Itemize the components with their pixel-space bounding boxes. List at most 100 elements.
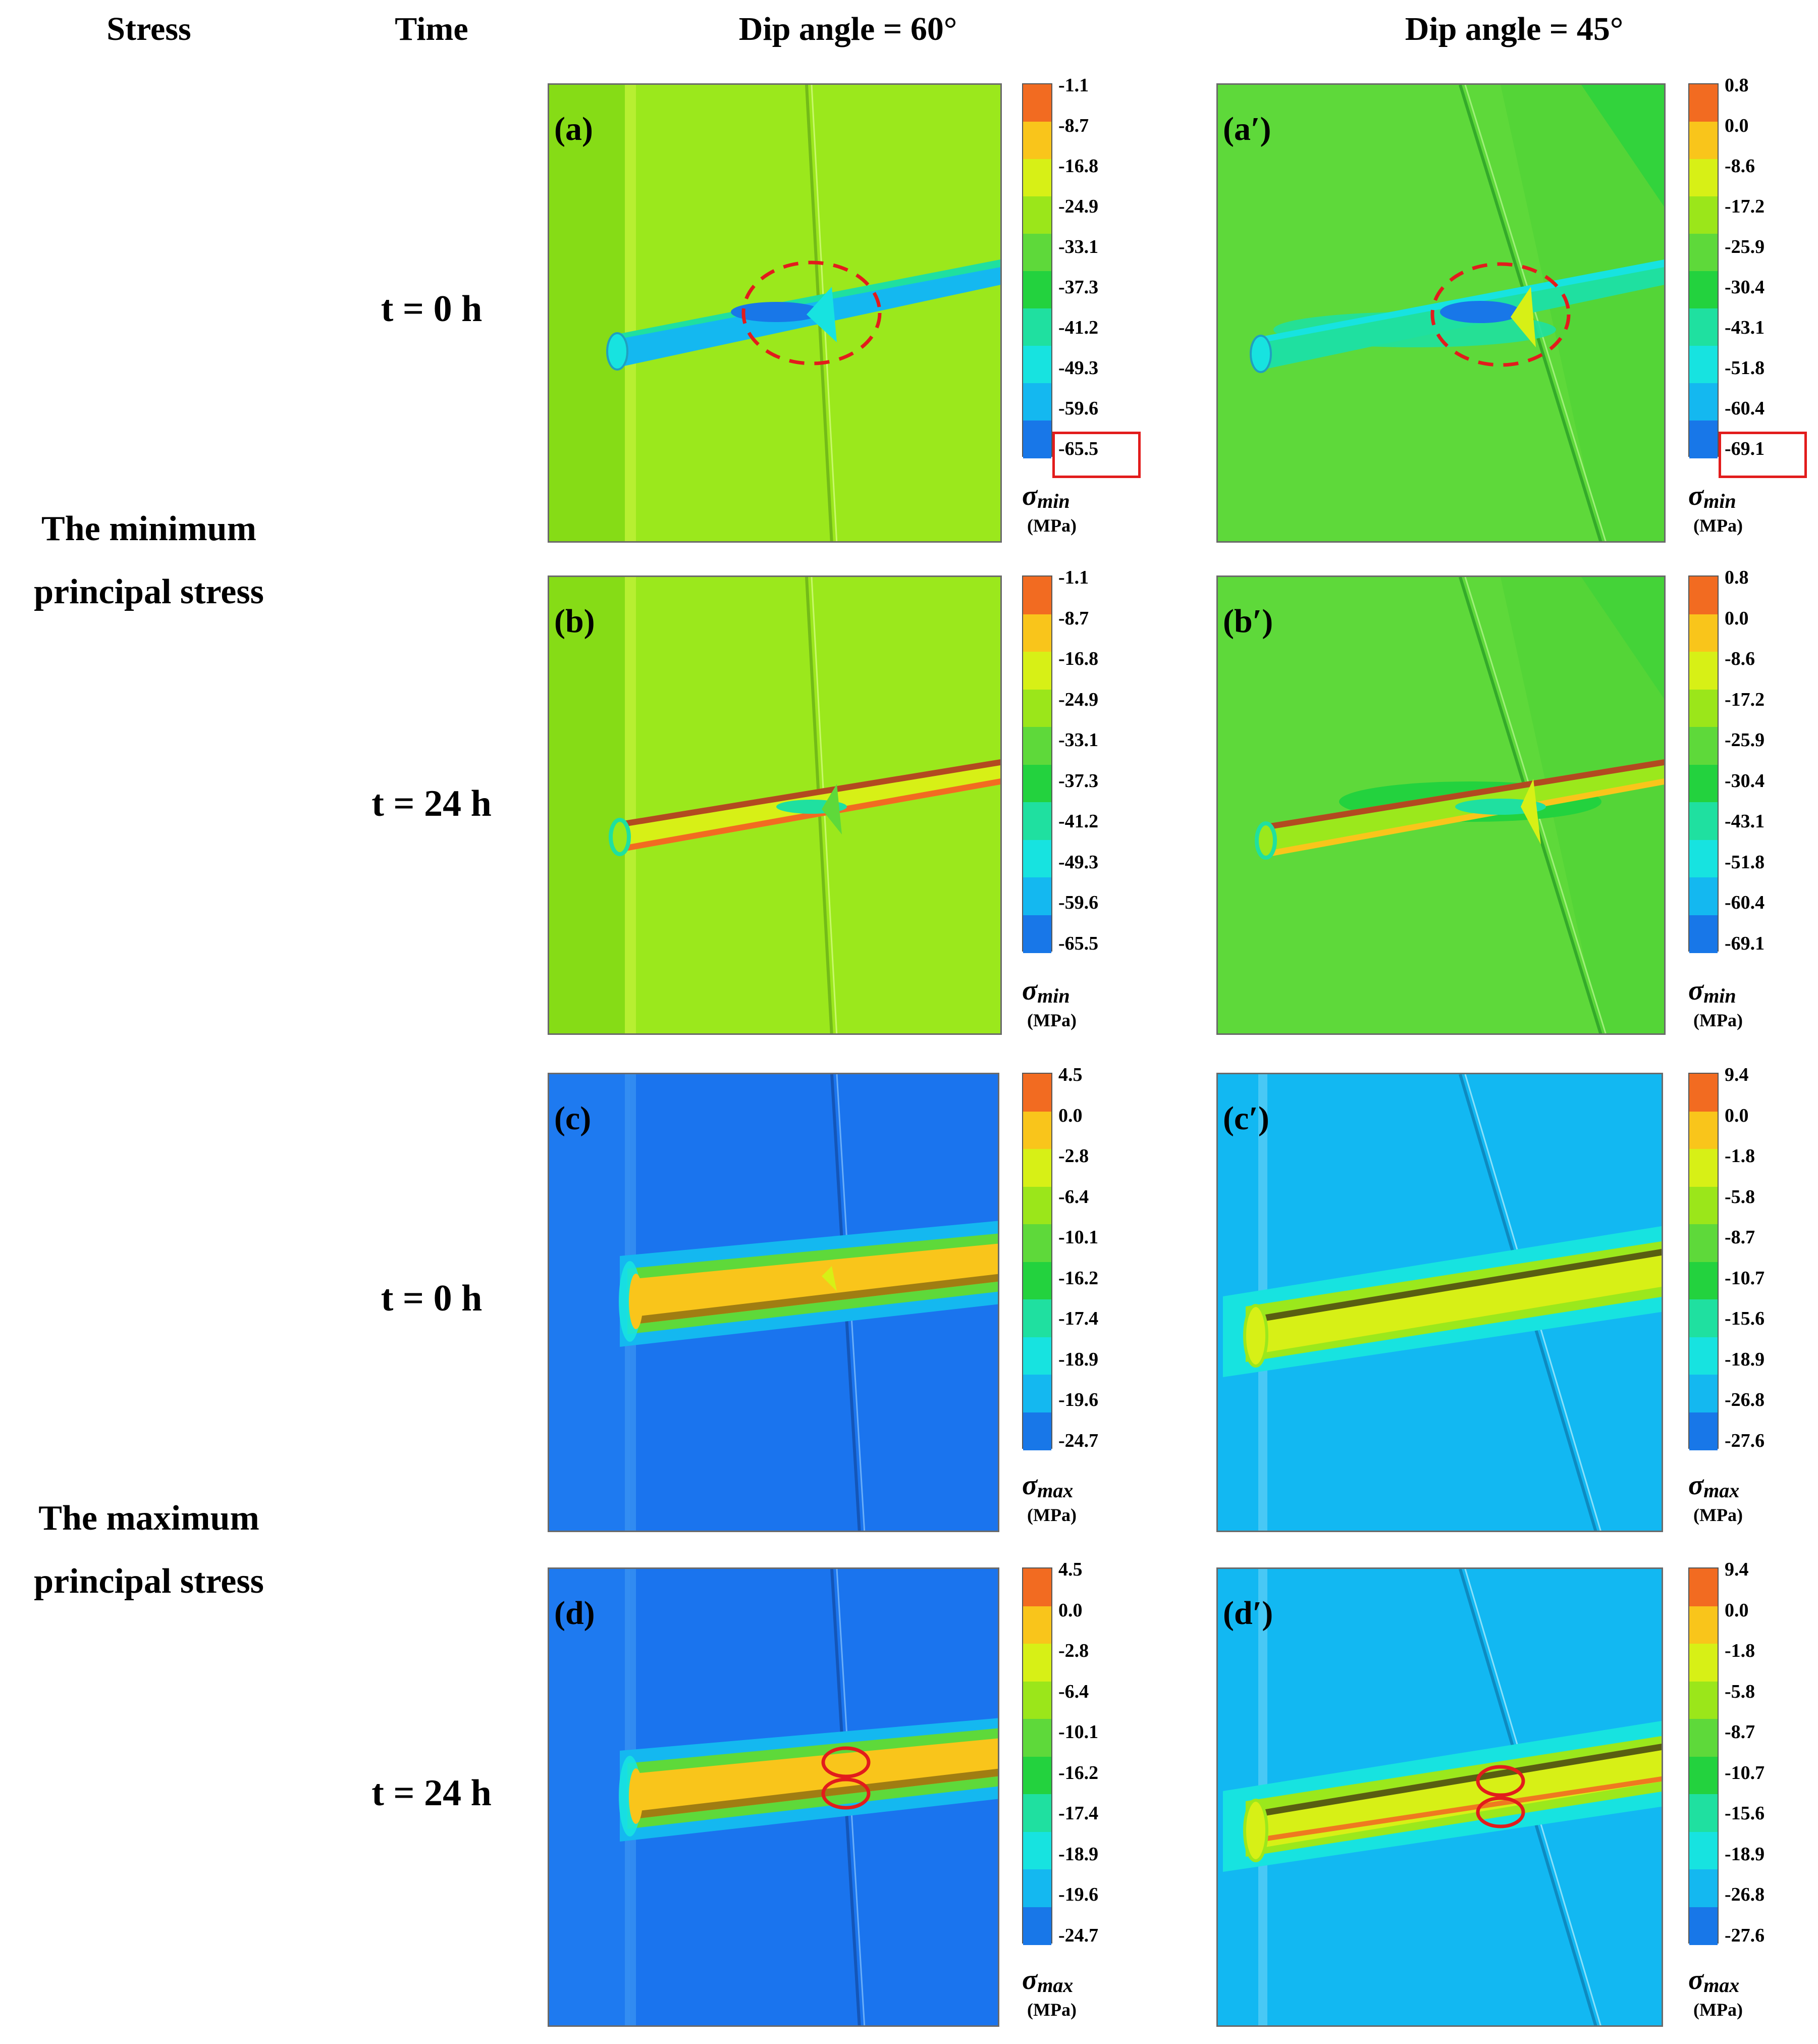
colorbar-segment	[1689, 271, 1718, 309]
colorbar-tick-label: -1.8	[1725, 1640, 1755, 1662]
legend-subscript: max	[1703, 1974, 1740, 1997]
colorbar-segment	[1689, 1299, 1718, 1338]
colorbar-segment	[1689, 1568, 1718, 1607]
colorbar-segment	[1689, 383, 1718, 421]
colorbar-segment	[1023, 576, 1051, 615]
colorbar-segment	[1689, 1111, 1718, 1149]
colorbar-tick-label: -69.1	[1725, 438, 1765, 459]
colorbar-segment	[1689, 1756, 1718, 1795]
colorbar-tick-label: -30.4	[1725, 277, 1765, 298]
panel-c: (c)	[548, 1073, 999, 1532]
colorbar-segment	[1689, 1719, 1718, 1757]
colorbar-tick-label: 9.4	[1725, 1064, 1749, 1085]
contour-plot-b-prime	[1255, 577, 1664, 1033]
panel-label-a-prime: (a′)	[1223, 111, 1271, 147]
colorbar-min-60	[1022, 83, 1052, 458]
colorbar-tick-label: -17.4	[1058, 1803, 1099, 1824]
colorbar-segment	[1689, 689, 1718, 727]
header-stress: Stress	[106, 11, 191, 47]
colorbar-segment	[1023, 122, 1051, 160]
legend-symbol-max-d-prime: σmax	[1688, 1964, 1739, 1997]
time-label-row2: t = 24 h	[371, 783, 492, 824]
colorbar-tick-label: 0.0	[1725, 1599, 1749, 1621]
time-label-row4: t = 24 h	[371, 1772, 492, 1814]
colorbar-segment	[1023, 1224, 1051, 1263]
colorbar-max-45-b	[1688, 1567, 1719, 1945]
colorbar-tick-label: -60.4	[1725, 398, 1765, 419]
colorbar-tick-label: -10.1	[1058, 1721, 1099, 1743]
colorbar-tick-label: -16.2	[1058, 1762, 1099, 1784]
colorbar-tick-label: -5.8	[1725, 1186, 1755, 1208]
legend-sigma: σ	[1688, 975, 1704, 1006]
colorbar-segment	[1689, 122, 1718, 160]
colorbar-tick-label: -37.3	[1058, 277, 1099, 298]
colorbar-tick-label: -15.6	[1725, 1803, 1765, 1824]
colorbar-segment	[1689, 840, 1718, 878]
colorbar-segment	[1023, 271, 1051, 309]
colorbar-tick-label: -41.2	[1058, 811, 1099, 832]
colorbar-segment	[1023, 1074, 1051, 1112]
panel-a-prime: (a′)	[1216, 83, 1666, 543]
legend-unit-min-b-prime: (MPa)	[1693, 1010, 1743, 1030]
colorbar-tick-label: -18.9	[1725, 1348, 1765, 1370]
colorbar-segment	[1023, 1644, 1051, 1682]
colorbar-tick-label: -41.2	[1058, 317, 1099, 338]
colorbar-segment	[1023, 84, 1051, 122]
colorbar-segment	[1023, 159, 1051, 197]
row-label-max-line1: The maximum	[38, 1499, 259, 1538]
colorbar-segment	[1023, 1299, 1051, 1338]
row-label-min-line2: principal stress	[34, 572, 264, 611]
colorbar-tick-label: -19.6	[1058, 1389, 1099, 1411]
colorbar-tick-label: -6.4	[1058, 1681, 1089, 1702]
legend-unit-max-c-prime: (MPa)	[1693, 1505, 1743, 1525]
colorbar-max-60	[1022, 1073, 1052, 1450]
colorbar-segment	[1689, 84, 1718, 122]
legend-symbol-max-c: σmax	[1022, 1469, 1073, 1502]
colorbar-segment	[1689, 1412, 1718, 1450]
colorbar-tick-label: -51.8	[1725, 851, 1765, 873]
row-label-minimum: The minimum principal stress	[0, 497, 298, 623]
colorbar-segment	[1023, 915, 1051, 953]
colorbar-segment	[1689, 1869, 1718, 1908]
colorbar-segment	[1689, 614, 1718, 652]
header-time: Time	[395, 11, 468, 47]
legend-unit-min-b: (MPa)	[1027, 1010, 1077, 1030]
colorbar-tick-label: 0.8	[1725, 567, 1749, 588]
time-label-row1: t = 0 h	[381, 288, 483, 330]
colorbar-segment	[1023, 802, 1051, 841]
contour-plot-a-prime	[1250, 85, 1664, 541]
colorbar-segment	[1023, 1111, 1051, 1149]
panel-label-a: (a)	[554, 111, 593, 147]
highlight-box-min-45	[1719, 432, 1807, 478]
colorbar-tick-label: -18.9	[1725, 1843, 1765, 1865]
colorbar-segment	[1689, 1375, 1718, 1413]
colorbar-segment	[1689, 576, 1718, 615]
colorbar-tick-label: -59.6	[1058, 398, 1099, 419]
colorbar-tick-label: -49.3	[1058, 357, 1099, 379]
colorbar-segment	[1689, 196, 1718, 234]
colorbar-tick-label: -2.8	[1058, 1640, 1089, 1662]
colorbar-tick-label: 0.8	[1725, 75, 1749, 96]
colorbar-segment	[1023, 1719, 1051, 1757]
legend-unit-max-d-prime: (MPa)	[1693, 2000, 1743, 2020]
legend-symbol-max-d: σmax	[1022, 1964, 1073, 1997]
colorbar-segment	[1689, 1831, 1718, 1870]
colorbar-segment	[1689, 159, 1718, 197]
colorbar-segment	[1023, 1412, 1051, 1450]
colorbar-segment	[1023, 1149, 1051, 1187]
colorbar-segment	[1023, 1337, 1051, 1375]
colorbar-tick-label: -65.5	[1058, 933, 1099, 954]
colorbar-segment	[1023, 1756, 1051, 1795]
colorbar-tick-label: -65.5	[1058, 438, 1099, 459]
colorbar-segment	[1689, 308, 1718, 346]
contour-plot-d	[549, 1569, 998, 2025]
colorbar-segment	[1023, 1606, 1051, 1644]
colorbar-tick-label: -17.2	[1725, 196, 1765, 217]
colorbar-tick-label: -24.7	[1058, 1925, 1099, 1946]
colorbar-tick-label: -18.9	[1058, 1348, 1099, 1370]
colorbar-tick-label: -2.8	[1058, 1145, 1089, 1167]
colorbar-segment	[1023, 877, 1051, 916]
legend-sigma: σ	[1688, 1470, 1704, 1501]
colorbar-min-45-b	[1688, 575, 1719, 953]
legend-sigma: σ	[1022, 975, 1038, 1006]
